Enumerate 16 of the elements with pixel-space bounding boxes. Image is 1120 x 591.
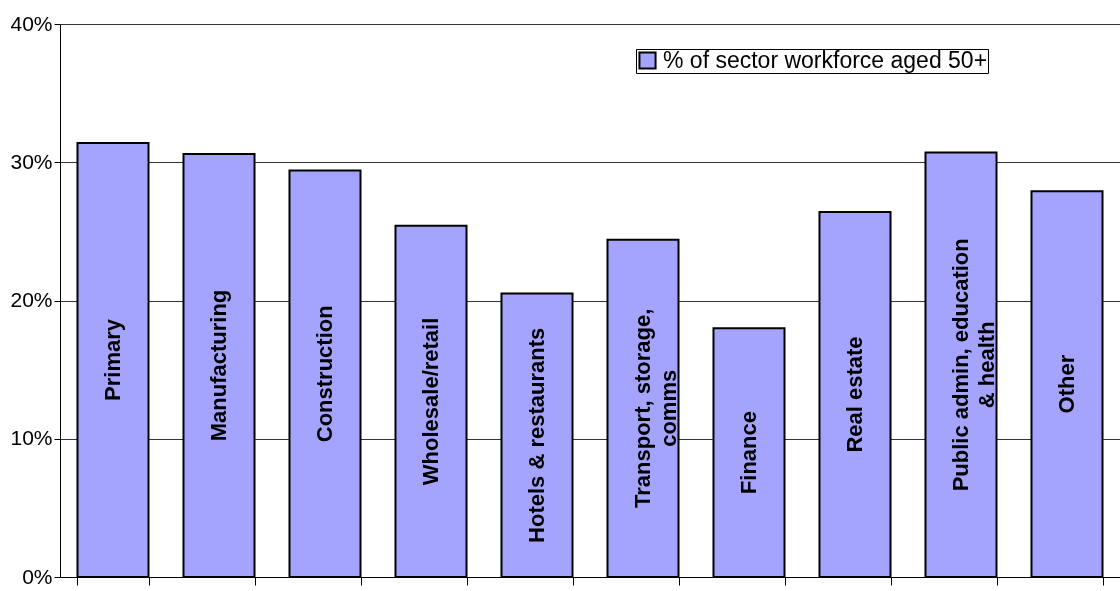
x-tick-label: Public admin, education & health [948,238,999,492]
y-tick-label: 20% [10,288,53,311]
y-tick-label: 10% [10,426,53,450]
y-tick-label: 40% [10,11,53,35]
x-tick-label: Finance [736,411,761,495]
x-tick-label: Hotels & restaurants [524,327,549,543]
x-tick-label: Wholesale/retail [418,317,443,486]
x-tick-label: Transport, storage, comms [630,308,681,508]
y-tick-label: 30% [10,149,53,173]
x-tick-label: Construction [312,305,337,443]
legend-label: % of sector workforce aged 50+ [663,46,988,73]
y-tick-label: 0% [22,564,53,588]
x-tick-label: Real estate [842,336,867,453]
x-tick-label: Other [1054,354,1079,414]
x-tick-label: Manufacturing [206,289,231,442]
x-tick-label: Primary [100,318,125,401]
